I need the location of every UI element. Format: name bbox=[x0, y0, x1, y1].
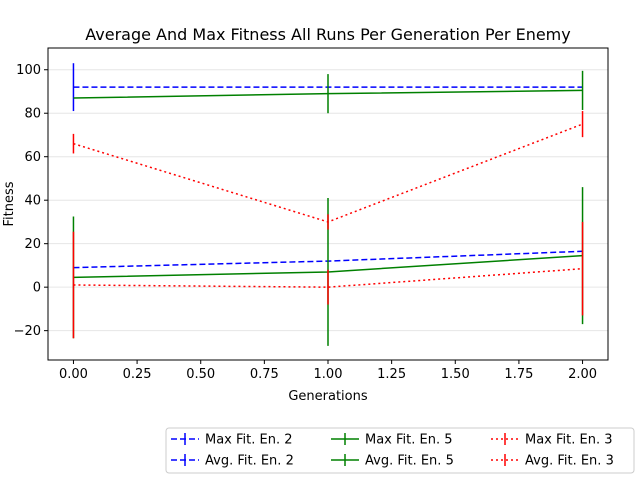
y-tick-label: 40 bbox=[24, 194, 41, 209]
y-tick-label: 80 bbox=[24, 107, 41, 122]
legend-label: Max Fit. En. 3 bbox=[525, 433, 613, 448]
legend-item: Max Fit. En. 2 bbox=[171, 433, 293, 448]
x-tick-label: 1.50 bbox=[441, 367, 470, 382]
series-4 bbox=[72, 187, 584, 346]
x-tick-label: 0.25 bbox=[123, 367, 152, 382]
legend-label: Avg. Fit. En. 2 bbox=[205, 454, 294, 469]
x-tick-label: 1.75 bbox=[504, 367, 533, 382]
x-tick-label: 0.50 bbox=[186, 367, 215, 382]
series-3 bbox=[73, 70, 584, 114]
series-5 bbox=[72, 111, 584, 230]
legend-label: Avg. Fit. En. 3 bbox=[525, 454, 614, 469]
x-tick-label: 1.25 bbox=[377, 367, 406, 382]
legend-item: Avg. Fit. En. 2 bbox=[171, 454, 294, 469]
series-layer bbox=[72, 63, 584, 346]
legend-label: Max Fit. En. 2 bbox=[205, 433, 293, 448]
y-tick-label: 20 bbox=[24, 237, 41, 252]
x-tick-label: 2.00 bbox=[568, 367, 597, 382]
legend-item: Max Fit. En. 5 bbox=[331, 433, 453, 448]
legend-item: Max Fit. En. 3 bbox=[491, 433, 613, 448]
legend-label: Max Fit. En. 5 bbox=[365, 433, 453, 448]
x-tick-label: 1.00 bbox=[314, 367, 343, 382]
y-tick-label: −20 bbox=[14, 324, 41, 339]
ticks: −20 0 20 40 60 80 100 0.00 0.25 0.50 0.75 1.00 1.25 1… bbox=[14, 63, 597, 382]
legend-item: Avg. Fit. En. 3 bbox=[491, 454, 614, 469]
series-6 bbox=[72, 221, 584, 339]
y-tick-label: 60 bbox=[24, 150, 41, 165]
y-tick-label: 0 bbox=[33, 281, 41, 296]
legend: Max Fit. En. 2 Avg. Fit. En. 2 Max Fit. En… bbox=[165, 427, 635, 474]
legend-item: Avg. Fit. En. 5 bbox=[331, 454, 454, 469]
x-tick-label: 0.00 bbox=[59, 367, 88, 382]
legend-label: Avg. Fit. En. 5 bbox=[365, 454, 454, 469]
y-axis-label: Fitness bbox=[2, 181, 17, 226]
x-tick-label: 0.75 bbox=[250, 367, 279, 382]
chart-title: Average And Max Fitness All Runs Per Gen… bbox=[85, 25, 570, 44]
x-axis-label: Generations bbox=[288, 389, 368, 404]
y-tick-label: 100 bbox=[16, 63, 41, 78]
